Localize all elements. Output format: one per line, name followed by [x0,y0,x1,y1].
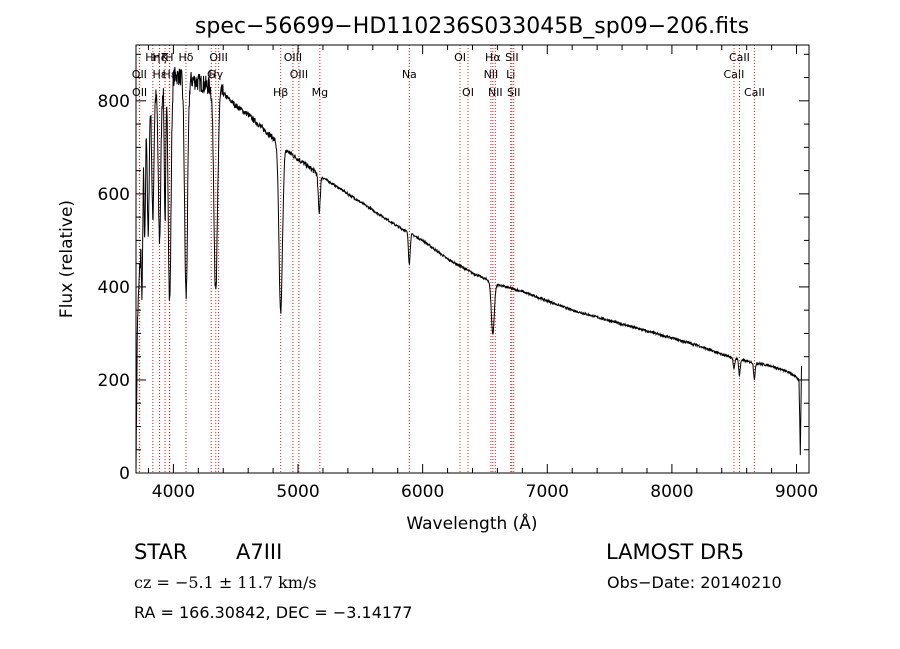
line-marker-label: CaII [724,68,745,81]
line-marker-label: Mg [312,86,328,99]
x-tick-label: 8000 [650,482,693,502]
line-marker-label: SII [507,86,520,99]
line-marker-label: Hδ [178,51,193,64]
line-marker-label: OIII [209,51,227,64]
axis-group: 4000 5000 6000 7000 8000 9000 0 200 400 600 800 [98,45,818,502]
line-marker-label: Hβ [273,86,288,99]
line-marker-label: OI [462,86,474,99]
x-tick-label: 6000 [401,482,444,502]
line-marker-label: OII [132,86,147,99]
x-tick-label: 9000 [775,482,818,502]
redshift-velocity: cz = −5.1 ± 11.7 km/s [134,573,317,592]
coordinates: RA = 166.30842, DEC = −3.14177 [134,603,413,622]
line-marker-label: CaII [744,86,765,99]
y-axis-label: Flux (relative) [57,200,77,318]
line-marker-label: CaII [729,51,750,64]
line-marker-label: NII [484,68,499,81]
line-marker-label: Hγ [208,68,223,81]
survey-name: LAMOST DR5 [606,540,745,564]
line-marker-label: Hε [152,68,166,81]
y-tick-label: 600 [98,185,130,205]
spectral-subclass: A7III [236,540,283,564]
observation-date: Obs−Date: 20140210 [607,573,782,592]
y-tick-label: 200 [98,371,130,391]
line-marker-label: Hη [145,51,160,64]
line-marker-label: SII [505,51,518,64]
line-marker-label: NII [488,86,503,99]
line-marker-label: K [161,51,169,64]
line-marker-label: Na [402,68,417,81]
line-marker-label: OIII [290,68,308,81]
y-tick-label: 400 [98,278,130,298]
x-tick-label: 7000 [526,482,569,502]
chart-title: spec−56699−HD110236S033045B_sp09−206.fit… [195,14,749,39]
line-marker-label: G [207,68,216,81]
x-axis-label: Wavelength (Å) [406,512,537,534]
x-tick-label: 5000 [276,482,319,502]
y-tick-label: 800 [98,92,130,112]
line-marker-label: OIII [284,51,302,64]
line-marker-label: Li [506,68,515,81]
line-marker-label: OI [454,51,466,64]
spectrum-line [135,66,802,474]
plot-frame [135,44,810,474]
object-type: STAR [134,540,188,564]
line-marker-group: OIIOIIHηHζHεKHHεHδGHγOIIIHβOIIIOIIIMgNaO… [132,45,765,473]
x-tick-label: 4000 [152,482,195,502]
y-tick-label: 0 [119,464,130,484]
line-marker-label: Hα [485,51,501,64]
